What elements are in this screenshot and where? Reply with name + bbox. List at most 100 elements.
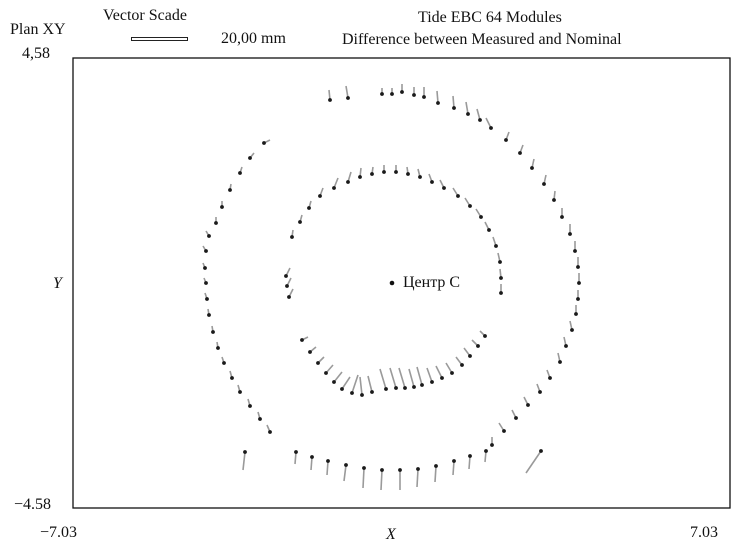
difference-vector [242,451,246,471]
x-axis-label: X [386,526,396,543]
measured-point [514,416,518,420]
measured-point [394,170,398,174]
measured-point [542,182,546,186]
measured-point [207,234,211,238]
difference-vector [468,455,471,470]
measured-point [220,205,224,209]
measured-point [558,360,562,364]
measured-point [380,468,384,472]
measured-point [576,297,580,301]
difference-vector [525,450,542,474]
measured-point [466,112,470,116]
measured-point [222,361,226,365]
difference-vector [345,85,349,99]
measured-point [248,156,252,160]
measured-point [316,361,320,365]
measured-point [420,383,424,387]
measured-point [484,449,488,453]
difference-vector [359,376,363,396]
measured-point [205,297,209,301]
vector-scale-value: 20,00 mm [221,30,286,47]
measured-point [248,404,252,408]
measured-point [332,380,336,384]
measured-point [476,344,480,348]
measured-point [552,198,556,202]
x-max-label: 7.03 [690,524,718,541]
vector-scale-label: Vector Scade [103,7,187,24]
displacement-vectors [202,84,581,491]
y-max-label: 4,58 [22,45,50,62]
measured-point [468,454,472,458]
measured-point [406,172,410,176]
measured-point [228,188,232,192]
measured-point [490,443,494,447]
measured-point [479,215,483,219]
difference-vector [389,367,397,389]
measured-point [326,459,330,463]
measured-point [211,330,215,334]
measured-point [344,463,348,467]
measured-point [384,387,388,391]
difference-vector [465,101,469,115]
measured-point [422,95,426,99]
measured-point [452,106,456,110]
measured-point [287,295,291,299]
difference-vector [380,469,383,491]
measured-point [487,228,491,232]
difference-vector [426,367,433,383]
measured-point [530,166,534,170]
measured-point [310,455,314,459]
measured-point [548,376,552,380]
measured-point [499,276,503,280]
chart-subtitle: Difference between Measured and Nominal [342,31,622,48]
measured-point [450,371,454,375]
measured-point [324,371,328,375]
measured-point [398,468,402,472]
difference-vector [343,464,347,482]
measured-point [328,98,332,102]
measured-point [430,380,434,384]
measured-point [452,459,456,463]
difference-vector [398,367,406,389]
measured-point [499,291,503,295]
measured-point [440,376,444,380]
chart-title: Tide EBC 64 Modules [418,9,562,26]
measured-point [358,175,362,179]
measured-point [442,186,446,190]
measured-point [216,346,220,350]
measured-point [564,344,568,348]
measured-point [307,206,311,210]
difference-vector [416,366,423,386]
measured-point [230,376,234,380]
measured-point [577,281,581,285]
measured-point [570,328,574,332]
measured-point [574,312,578,316]
measured-point [403,386,407,390]
measured-point [498,260,502,264]
measured-point [390,92,394,96]
measured-point [494,244,498,248]
measured-point [204,249,208,253]
measured-point [504,138,508,142]
measured-point [308,350,312,354]
measured-point [294,450,298,454]
difference-vector [408,368,415,388]
measured-point [380,92,384,96]
measured-point [346,180,350,184]
measured-point [460,363,464,367]
difference-vector [310,456,313,471]
measured-point [362,466,366,470]
measured-point [258,417,262,421]
measured-point [418,175,422,179]
measured-point [238,390,242,394]
measured-point [412,385,416,389]
measured-point [207,313,211,317]
measured-point [518,151,522,155]
measured-point [290,235,294,239]
measured-point [573,249,577,253]
measured-point [468,354,472,358]
measured-point [243,450,247,454]
difference-vector [362,467,365,489]
measured-point [489,126,493,130]
